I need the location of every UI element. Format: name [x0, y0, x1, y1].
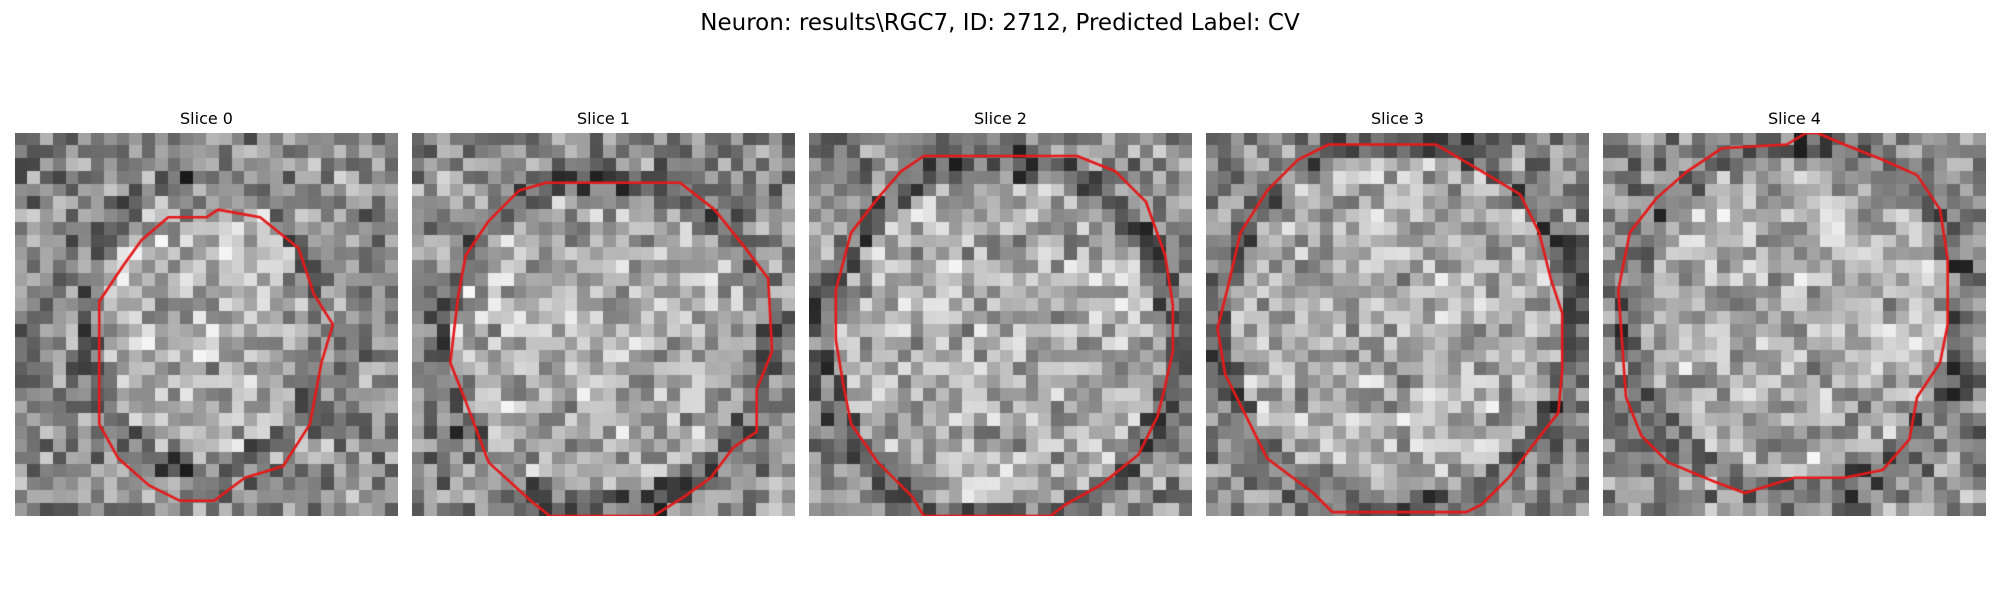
- slice-image-3: [1206, 133, 1589, 516]
- slice-image-2: [809, 133, 1192, 516]
- slice-image-1: [412, 133, 795, 516]
- slice-image-0: [15, 133, 398, 516]
- figure-title: Neuron: results\RGC7, ID: 2712, Predicte…: [700, 10, 1300, 36]
- slice-panel-1: Slice 1: [412, 107, 795, 516]
- slice-title-1: Slice 1: [577, 109, 630, 128]
- slice-image-4: [1603, 133, 1986, 516]
- slice-panel-4: Slice 4: [1603, 107, 1986, 516]
- slice-panel-3: Slice 3: [1206, 107, 1589, 516]
- slice-panel-2: Slice 2: [809, 107, 1192, 516]
- slice-title-4: Slice 4: [1768, 109, 1821, 128]
- slice-panel-0: Slice 0: [15, 107, 398, 516]
- slice-title-2: Slice 2: [974, 109, 1027, 128]
- slice-title-3: Slice 3: [1371, 109, 1424, 128]
- slice-title-0: Slice 0: [180, 109, 233, 128]
